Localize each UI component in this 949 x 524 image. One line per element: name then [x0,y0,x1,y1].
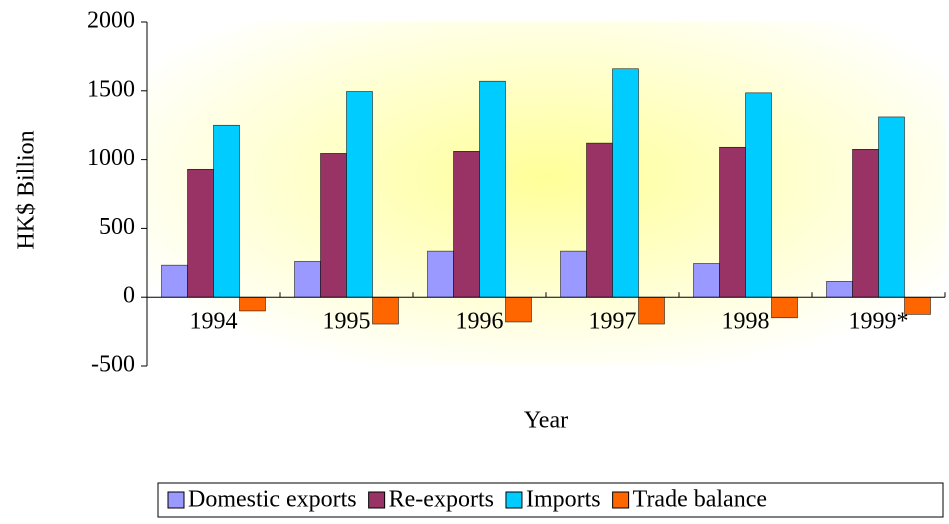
y-tick-label: 1000 [87,145,135,171]
bar [904,296,931,315]
bar [693,263,720,298]
bar [719,146,746,298]
bar [372,296,399,325]
bar [239,296,266,312]
legend-swatch [368,491,386,509]
bar [852,149,879,298]
bar [187,168,214,298]
x-tick-label: 1996 [456,309,504,335]
bar [320,153,347,298]
x-tick-label: 1997 [589,309,637,335]
y-axis-label: HK$ Billion [14,130,40,249]
bar [294,261,321,298]
bar [346,91,373,298]
x-tick-label: 1995 [323,309,371,335]
legend-label: Re-exports [389,487,494,513]
bar [505,296,532,323]
bar [612,68,639,298]
bar [560,250,587,298]
x-tick-label: 1999* [849,309,909,335]
x-axis-label: Year [524,408,568,434]
x-tick-label: 1998 [722,309,770,335]
y-tick-label: 0 [123,283,135,309]
legend-label: Imports [526,487,601,513]
legend-label: Trade balance [633,487,767,513]
bar [586,142,613,298]
bar [453,151,480,298]
legend-label: Domestic exports [188,487,357,513]
bar [161,264,188,298]
bar [745,92,772,298]
plot-area [147,22,945,366]
legend-swatch [505,491,523,509]
legend-box [157,482,944,518]
bar [771,296,798,319]
legend-swatch [612,491,630,509]
bar [479,80,506,298]
x-tick-label: 1994 [190,309,238,335]
y-tick-label: -500 [91,352,135,378]
bar [213,124,240,298]
y-tick-label: 1500 [87,76,135,102]
bar [826,281,853,298]
y-tick-label: 2000 [87,8,135,34]
legend-swatch [167,491,185,509]
bar [638,296,665,325]
y-tick-label: 500 [99,214,135,240]
bar [878,116,905,298]
bar [427,250,454,298]
